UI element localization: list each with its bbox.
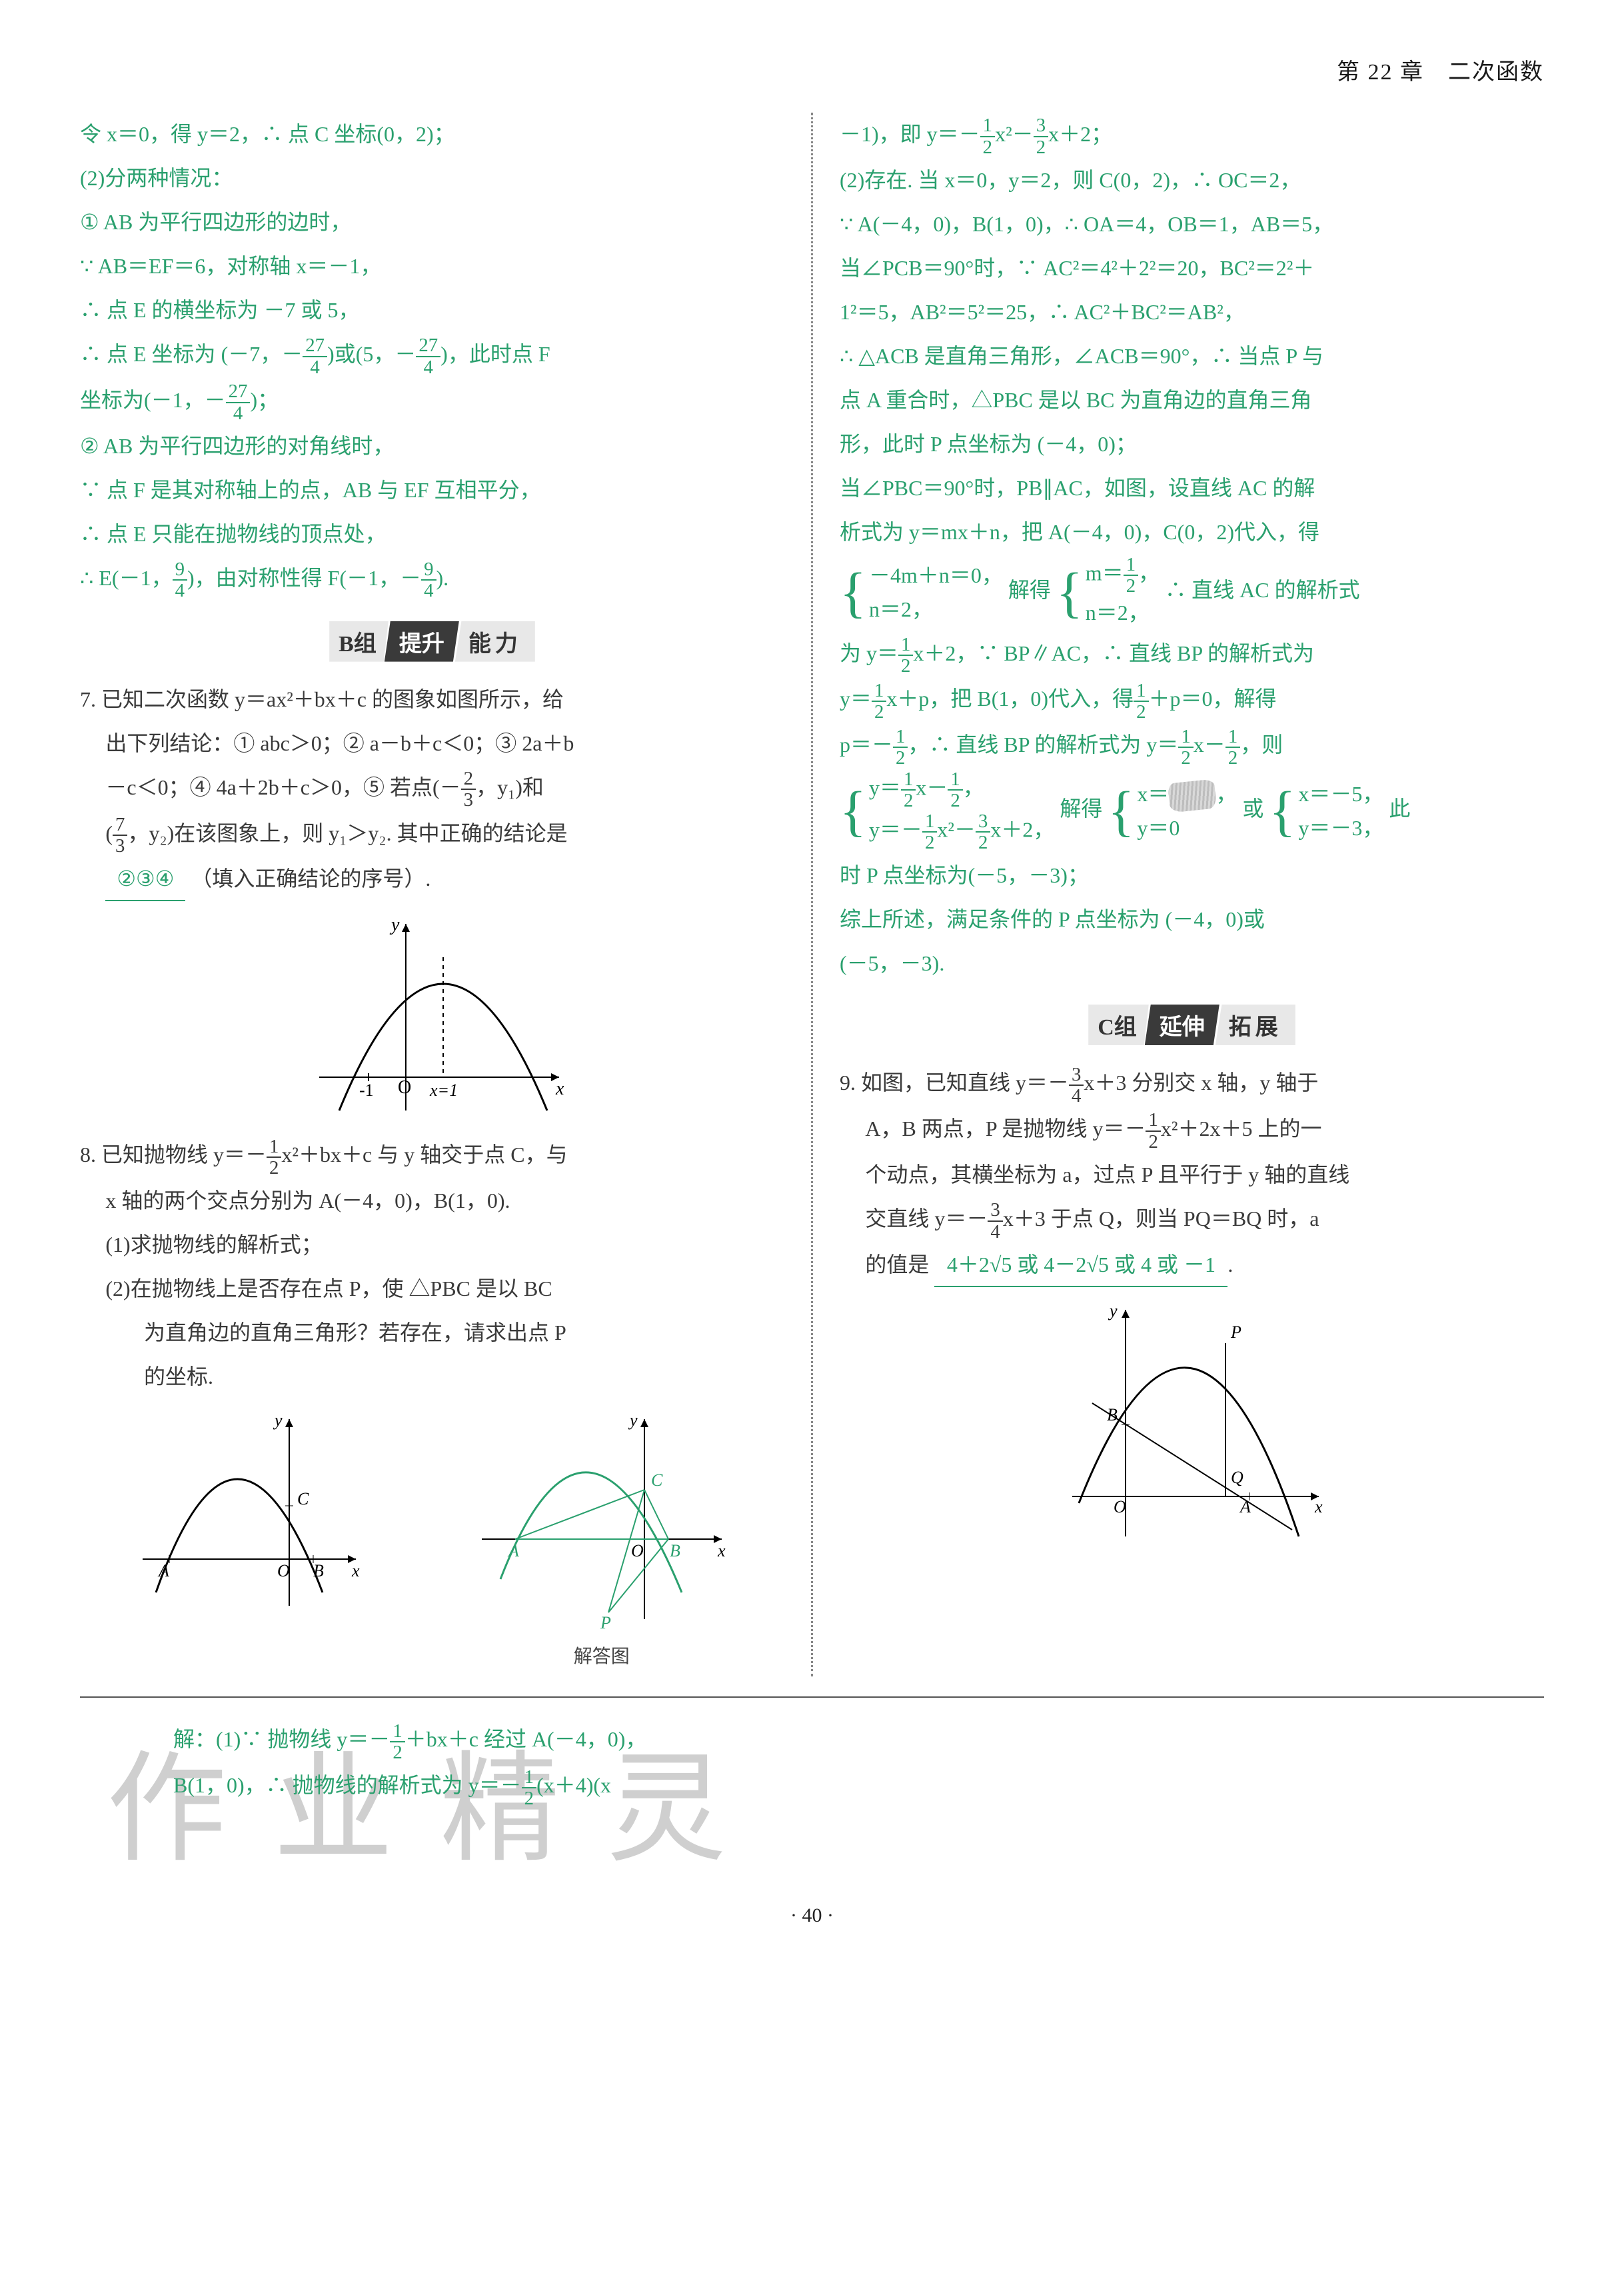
text: ∴ △ACB 是直角三角形，∠ACB＝90°，∴ 当点 P 与 [840,335,1544,377]
section-bar-b: B组 提升 能力 [80,621,784,662]
q8-text: 的坐标. [80,1355,784,1398]
text: (2)存在. 当 x＝0，y＝2，则 C(0，2)，∴ OC＝2， [840,159,1544,201]
svg-text:C: C [651,1470,663,1490]
text: ∵ A(－4，0)，B(1，0)，∴ OA＝4，OB＝1，AB＝5， [840,203,1544,245]
q9-text: 个动点，其横坐标为 a，过点 P 且平行于 y 轴的直线 [840,1153,1544,1196]
svg-text:A: A [157,1561,169,1580]
q9-text: 9. 如图，已知直线 y＝－34x＋3 分别交 x 轴，y 轴于 [840,1061,1544,1106]
section-bar-c: C组 延伸 拓展 [840,1005,1544,1045]
q7-answer: ②③④ [105,857,185,901]
text: (－5，－3). [840,942,1544,985]
q8-text: 为直角边的直角三角形？若存在，请求出点 P [80,1311,784,1354]
text: 析式为 y＝mx＋n，把 A(－4，0)，C(0，2)代入，得 [840,511,1544,553]
svg-text:O: O [1114,1497,1126,1516]
text: 综上所述，满足条件的 P 点坐标为 (－4，0)或 [840,898,1544,941]
text: 坐标为(－1，－274)； [80,379,784,423]
section-tag: C组 [1088,1005,1149,1045]
svg-text:B: B [670,1541,680,1560]
svg-text:Q: Q [1231,1468,1243,1487]
q8-chart-solution: A O B C P x y [468,1406,735,1632]
svg-text:y: y [273,1410,283,1430]
section-mid: 延伸 [1145,1005,1219,1045]
q7-text: －c＜0；④ 4a＋2b＋c＞0，⑤ 若点(－23，y₁)和 [80,766,784,811]
eraser-smudge-icon [1168,779,1217,813]
section-tail: 能力 [455,621,535,662]
text: 点 A 重合时，△PBC 是以 BC 为直角边的直角三角 [840,379,1544,421]
svg-text:B: B [1107,1405,1118,1424]
q7-text: 7. 已知二次函数 y＝ax²＋bx＋c 的图象如图所示，给 [80,678,784,721]
svg-text:x: x [717,1541,726,1560]
text: ∵ AB＝EF＝6，对称轴 x＝－1， [80,245,784,287]
q8-text: 8. 已知抛物线 y＝－12x²＋bx＋c 与 y 轴交于点 C，与 [80,1133,784,1178]
svg-text:x: x [1314,1497,1323,1516]
q8-charts-row: A O B C x y A [80,1406,784,1668]
q8-text: (2)在抛物线上是否存在点 P，使 △PBC 是以 BC [80,1267,784,1310]
svg-text:y: y [628,1410,638,1430]
text: 形，此时 P 点坐标为 (－4，0)； [840,423,1544,465]
text: 当∠PCB＝90°时，∵ AC²＝4²＋2²＝20，BC²＝2²＋ [840,247,1544,289]
svg-text:P: P [600,1613,611,1632]
text: 1²＝5，AB²＝5²＝25，∴ AC²＋BC²＝AB²， [840,291,1544,333]
text: ∴ E(－1，94)，由对称性得 F(－1，－94). [80,557,784,601]
svg-text:A: A [507,1541,519,1560]
q9-text: 交直线 y＝－34x＋3 于点 Q，则当 PQ＝BQ 时，a [840,1197,1544,1242]
text: ∴ 点 E 只能在抛物线的顶点处， [80,513,784,555]
svg-text:P: P [1230,1322,1241,1342]
svg-text:O: O [631,1541,644,1560]
horizontal-rule [80,1696,1544,1698]
q7-text: 出下列结论：① abc＞0；② a－b＋c＜0；③ 2a＋b [80,722,784,765]
q8-text: (1)求抛物线的解析式； [80,1223,784,1266]
text: 为 y＝12x＋2，∵ BP∥AC，∴ 直线 BP 的解析式为 [840,632,1544,677]
text: －1)，即 y＝－12x²－32x＋2； [840,113,1544,157]
equation-system: { y＝12x－12， y＝－12x²－32x＋2， 解得 { x＝， y＝0 … [840,769,1544,853]
svg-text:B: B [313,1561,324,1580]
chapter-header: 第 22 章 二次函数 [80,53,1544,86]
right-column: －1)，即 y＝－12x²－32x＋2； (2)存在. 当 x＝0，y＝2，则 … [840,113,1544,1676]
text: 令 x＝0，得 y＝2，∴ 点 C 坐标(0，2)； [80,113,784,155]
q9-text: A，B 两点，P 是抛物线 y＝－12x²＋2x＋5 上的一 [840,1107,1544,1152]
q7-chart: O x y -1 x=1 [293,911,572,1124]
section-mid: 提升 [385,621,459,662]
text: ② AB 为平行四边形的对角线时， [80,425,784,467]
q8-text: x 轴的两个交点分别为 A(－4，0)，B(1，0). [80,1179,784,1222]
svg-text:x=1: x=1 [429,1081,458,1100]
svg-text:C: C [297,1489,309,1508]
watermark: 作业精灵 解：(1)∵ 抛物线 y＝－12＋bx＋c 经过 A(－4，0)， B… [80,1711,1544,1884]
q9-answer-line: 的值是 4＋2√5 或 4－2√5 或 4 或 －1. [840,1243,1544,1287]
column-divider [811,113,813,1676]
text: 时 P 点坐标为(－5，－3)； [840,854,1544,897]
page-number: · 40 · [80,1904,1544,1927]
q9-chart: O x y P B Q A [1052,1296,1332,1550]
section-tag: B组 [329,621,389,662]
text: 当∠PBC＝90°时，PB∥AC，如图，设直线 AC 的解 [840,467,1544,509]
svg-text:-1: -1 [359,1081,374,1100]
q9-answer: 4＋2√5 或 4－2√5 或 4 或 －1 [934,1243,1227,1287]
left-column: 令 x＝0，得 y＝2，∴ 点 C 坐标(0，2)； (2)分两种情况： ① A… [80,113,784,1676]
text: y＝12x＋p，把 B(1，0)代入，得12＋p＝0，解得 [840,677,1544,722]
q8-chart-original: A O B C x y [129,1406,369,1619]
text: p＝－12，∴ 直线 BP 的解析式为 y＝12x－12，则 [840,723,1544,768]
svg-text:x: x [351,1561,360,1580]
fig-caption: 解答图 [468,1642,735,1668]
q7-text: (73，y₂)在该图象上，则 y₁＞y₂. 其中正确的结论是 [80,812,784,857]
solution-text: 解：(1)∵ 抛物线 y＝－12＋bx＋c 经过 A(－4，0)， B(1，0)… [173,1718,646,1810]
svg-text:y: y [1108,1301,1118,1320]
text: ∴ 点 E 的横坐标为 －7 或 5， [80,289,784,331]
svg-text:x: x [555,1079,564,1099]
equation-system: {－4m＋n＝0，n＝2， 解得 { m＝12， n＝2， ∴ 直线 AC 的解… [840,555,1544,631]
text: ∴ 点 E 坐标为 (－7，－274)或(5，－274)，此时点 F [80,333,784,377]
svg-text:O: O [398,1077,411,1098]
svg-text:y: y [389,915,400,935]
text: ∵ 点 F 是其对称轴上的点，AB 与 EF 互相平分， [80,469,784,511]
svg-text:A: A [1239,1497,1251,1516]
section-tail: 拓展 [1216,1005,1295,1045]
text: (2)分两种情况： [80,157,784,199]
svg-text:O: O [277,1561,290,1580]
q7-answer-line: ②③④ （填入正确结论的序号）. [80,857,784,901]
text: ① AB 为平行四边形的边时， [80,201,784,243]
